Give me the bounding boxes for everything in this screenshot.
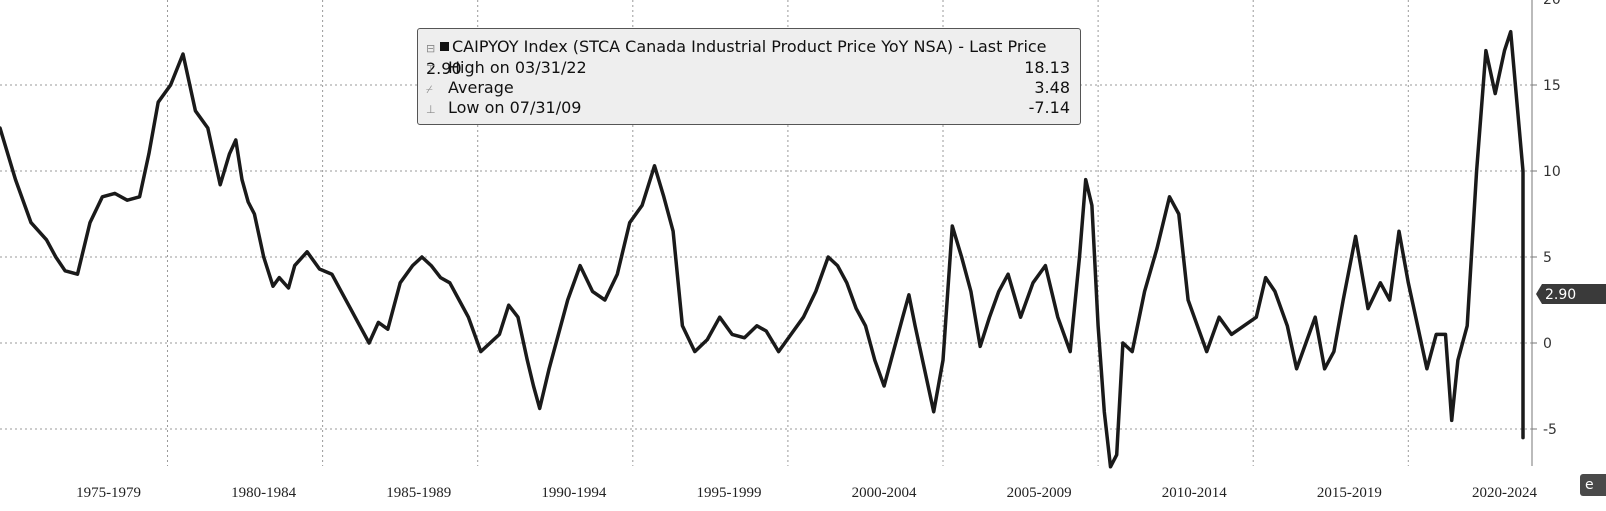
- corner-badge[interactable]: e: [1580, 474, 1606, 496]
- legend-label: Low on 07/31/09: [448, 98, 582, 117]
- y-tick-label: 0: [1543, 336, 1552, 352]
- legend-label: High on 03/31/22: [448, 58, 587, 77]
- collapse-icon[interactable]: ⊟: [426, 42, 436, 55]
- x-tick-label: 1995-1999: [696, 485, 761, 501]
- x-tick-label: 1985-1989: [386, 485, 451, 501]
- legend-value: -7.14: [1028, 98, 1070, 117]
- last-value-label: 2.90: [1545, 287, 1576, 303]
- x-tick-label: 1975-1979: [76, 485, 141, 501]
- legend-row-high: ⊤ High on 03/31/22 18.13: [426, 58, 1070, 78]
- y-tick-label: -5: [1543, 422, 1557, 438]
- legend-row-low: ⊥ Low on 07/31/09 -7.14: [426, 98, 1070, 118]
- legend-title-row: ⊟ CAIPYOY Index (STCA Canada Industrial P…: [426, 37, 1070, 78]
- legend-row-average: ⌿ Average 3.48: [426, 78, 1070, 98]
- x-axis-ticks: 1975-1979 1980-1984 1985-1989 1990-1994 1995…: [76, 485, 1537, 501]
- average-marker-icon: ⌿: [426, 83, 433, 96]
- x-tick-label: 2010-2014: [1162, 485, 1227, 501]
- last-value-badge: 2.90: [1536, 284, 1606, 304]
- y-tick-label: 20: [1543, 0, 1561, 8]
- y-axis-ticks: -5 0 5 10 15 20: [1532, 0, 1561, 438]
- x-tick-label: 2000-2004: [852, 485, 917, 501]
- legend-box: ⊟ CAIPYOY Index (STCA Canada Industrial P…: [417, 28, 1081, 125]
- x-tick-label: 1990-1994: [541, 485, 606, 501]
- x-tick-label: 1980-1984: [231, 485, 296, 501]
- legend-value: 18.13: [1024, 58, 1070, 77]
- series-line-caipyoy: [0, 29, 1525, 469]
- legend-title: CAIPYOY Index (STCA Canada Industrial Pr…: [426, 37, 1047, 78]
- high-marker-icon: ⊤: [426, 63, 436, 76]
- series-swatch: [440, 42, 449, 51]
- x-tick-label: 2015-2019: [1317, 485, 1382, 501]
- y-tick-label: 15: [1543, 78, 1561, 94]
- low-marker-icon: ⊥: [426, 103, 436, 116]
- legend-label: Average: [448, 78, 514, 97]
- y-tick-label: 10: [1543, 164, 1561, 180]
- y-tick-label: 5: [1543, 250, 1552, 266]
- x-tick-label: 2020-2024: [1472, 485, 1537, 501]
- x-tick-label: 2005-2009: [1007, 485, 1072, 501]
- legend-value: 3.48: [1034, 78, 1070, 97]
